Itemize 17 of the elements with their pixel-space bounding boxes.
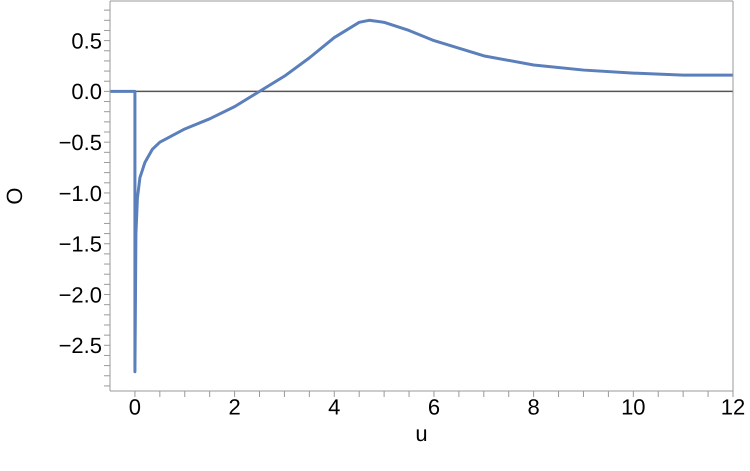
y-axis-title: O	[2, 187, 27, 205]
y-tick-label: −1.0	[58, 180, 102, 206]
x-tick-label: 10	[621, 394, 646, 420]
y-tick-label: 0.5	[71, 28, 102, 54]
y-tick-label: −0.5	[58, 130, 102, 155]
x-tick-label: 2	[228, 394, 241, 420]
y-tick-label: −2.0	[58, 282, 102, 308]
x-tick-label: 4	[328, 394, 340, 420]
y-tick-label: −2.5	[58, 333, 102, 358]
line-series	[110, 18, 733, 374]
x-axis-title: u	[415, 421, 428, 446]
y-tick-label: −1.5	[58, 232, 102, 257]
x-tick-label: 8	[528, 394, 540, 420]
x-tick-label: 12	[720, 394, 746, 420]
y-tick-label: 0.0	[71, 79, 102, 104]
x-tick-label: 0	[128, 394, 142, 420]
x-tick-label: 6	[428, 394, 440, 420]
